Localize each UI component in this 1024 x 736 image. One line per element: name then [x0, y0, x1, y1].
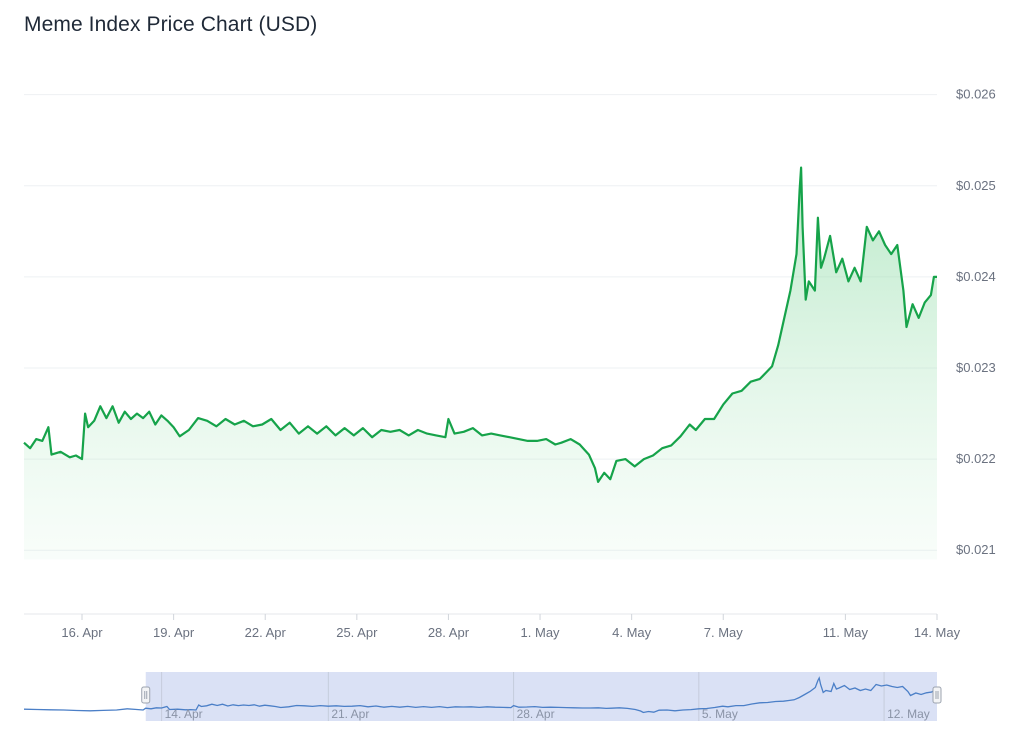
y-tick-label: $0.026	[956, 87, 996, 102]
x-tick-label: 28. Apr	[428, 625, 470, 640]
x-tick-label: 7. May	[704, 625, 744, 640]
navigator-handles[interactable]	[141, 686, 942, 704]
x-tick-label: 14. May	[914, 625, 961, 640]
navigator-tick-label: 5. May	[702, 707, 738, 721]
navigator-tick-label: 28. Apr	[517, 707, 555, 721]
y-tick-label: $0.025	[956, 178, 996, 193]
x-axis: 16. Apr 19. Apr 22. Apr 25. Apr 28. Apr 1. Ma…	[61, 614, 961, 640]
y-tick-label: $0.024	[956, 269, 996, 284]
x-tick-label: 4. May	[612, 625, 652, 640]
navigator-series-line	[23, 676, 937, 714]
chart-title: Meme Index Price Chart (USD)	[24, 13, 318, 36]
x-tick-label: 16. Apr	[61, 625, 103, 640]
x-tick-label: 25. Apr	[336, 625, 378, 640]
y-tick-label: $0.022	[956, 451, 996, 466]
navigator-left-handle[interactable]	[141, 686, 151, 704]
navigator-selected-range[interactable]	[145, 672, 937, 721]
y-axis: $0.026 $0.025 $0.024 $0.023 $0.022 $0.021	[956, 87, 996, 558]
navigator-axis: 14. Apr 21. Apr 28. Apr 5. May 12. May	[165, 707, 930, 721]
price-area	[24, 167, 937, 560]
x-tick-label: 22. Apr	[245, 625, 287, 640]
price-line[interactable]	[23, 166, 937, 483]
y-tick-label: $0.023	[956, 360, 996, 375]
x-tick-label: 19. Apr	[153, 625, 195, 640]
y-tick-label: $0.021	[956, 542, 996, 557]
navigator-tick-label: 12. May	[887, 707, 930, 721]
navigator-grid	[161, 672, 885, 721]
x-tick-label: 1. May	[521, 625, 561, 640]
x-tick-label: 11. May	[823, 625, 869, 640]
navigator-right-handle[interactable]	[932, 686, 942, 704]
range-navigator[interactable]: 14. Apr 21. Apr 28. Apr 5. May 12. May	[23, 671, 942, 721]
navigator-tick-label: 21. Apr	[331, 707, 369, 721]
navigator-tick-label: 14. Apr	[165, 707, 203, 721]
